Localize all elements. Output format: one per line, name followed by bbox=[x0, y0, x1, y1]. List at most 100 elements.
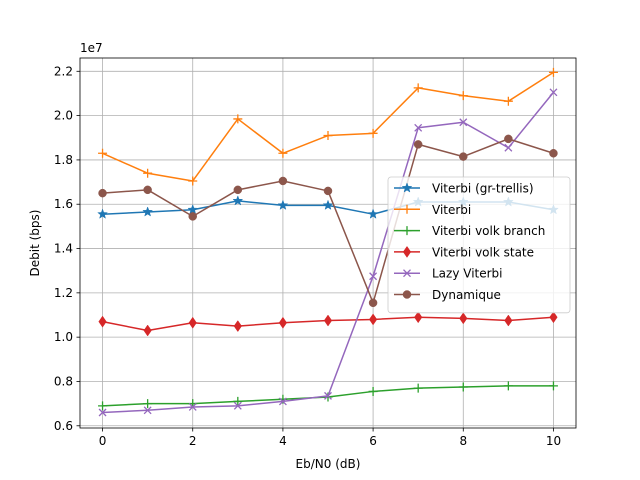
y-offset-label: 1e7 bbox=[80, 41, 103, 55]
legend-swatch-marker bbox=[403, 269, 411, 278]
data-point bbox=[98, 148, 108, 158]
data-point bbox=[143, 185, 152, 195]
axis-ticks: 0 2 4 6 8 10 0.6 0.8 1.0 1.2 1.4 1.6 1.8 2.0 2.2 bbox=[54, 64, 561, 448]
y-tick-label: 1.2 bbox=[54, 286, 73, 300]
legend-swatch-marker bbox=[402, 204, 412, 214]
y-tick-label: 1.4 bbox=[54, 242, 73, 256]
data-point bbox=[368, 298, 378, 308]
series-viterbi-volk-state bbox=[98, 311, 558, 337]
x-tick-label: 10 bbox=[546, 434, 561, 448]
data-point bbox=[322, 199, 334, 210]
data-point bbox=[368, 128, 378, 138]
legend-label: Viterbi bbox=[432, 203, 471, 217]
data-point bbox=[459, 312, 468, 325]
data-point bbox=[188, 316, 197, 329]
data-point bbox=[143, 399, 153, 409]
data-point bbox=[459, 152, 468, 161]
data-point bbox=[278, 316, 288, 329]
y-axis-label: Debit (bps) bbox=[28, 210, 42, 277]
series-viterbi-volk-branch bbox=[98, 381, 558, 411]
plot-series bbox=[97, 67, 559, 417]
legend-item: Viterbi volk branch bbox=[394, 224, 545, 238]
plot-frame bbox=[79, 57, 577, 429]
data-point bbox=[98, 315, 107, 328]
data-point bbox=[278, 176, 288, 186]
legend-label: Dynamique bbox=[432, 288, 501, 302]
data-point bbox=[548, 381, 558, 391]
data-point bbox=[97, 208, 108, 219]
legend-swatch-marker bbox=[402, 226, 412, 236]
data-point bbox=[233, 114, 243, 124]
legend-item: Viterbi bbox=[394, 203, 471, 217]
data-point bbox=[233, 401, 242, 410]
series-dynamique bbox=[98, 134, 558, 308]
data-point bbox=[98, 188, 107, 198]
data-point bbox=[278, 148, 288, 158]
data-point bbox=[504, 134, 513, 144]
y-tick-label: 1.0 bbox=[54, 330, 73, 344]
series-line bbox=[102, 71, 554, 182]
data-point bbox=[143, 406, 152, 415]
legend-item: Lazy Viterbi bbox=[394, 267, 503, 281]
data-point bbox=[504, 314, 513, 327]
legend-swatch-marker bbox=[402, 290, 412, 299]
data-point bbox=[188, 176, 198, 186]
x-tick-label: 8 bbox=[459, 434, 467, 448]
data-point bbox=[549, 311, 558, 324]
legend-item: Viterbi (gr-trellis) bbox=[394, 182, 534, 196]
data-point bbox=[414, 311, 423, 324]
data-point bbox=[143, 324, 152, 337]
data-point bbox=[458, 382, 468, 392]
legend-item: Dynamique bbox=[394, 288, 501, 302]
data-point bbox=[413, 140, 423, 149]
y-tick-label: 0.6 bbox=[54, 419, 73, 433]
data-point bbox=[323, 131, 333, 141]
data-point bbox=[367, 208, 379, 219]
x-tick-label: 4 bbox=[279, 434, 287, 448]
data-point bbox=[233, 185, 243, 195]
legend-label: Viterbi (gr-trellis) bbox=[432, 182, 534, 196]
data-point bbox=[549, 88, 558, 97]
legend-label: Lazy Viterbi bbox=[432, 267, 503, 281]
legend-swatch-marker bbox=[402, 245, 412, 258]
data-point bbox=[504, 143, 513, 152]
x-tick-label: 0 bbox=[99, 434, 107, 448]
data-point bbox=[278, 397, 287, 406]
data-point bbox=[459, 118, 468, 127]
data-point bbox=[458, 91, 468, 101]
legend-swatch-marker bbox=[401, 182, 413, 193]
series-viterbi bbox=[98, 67, 558, 186]
data-point bbox=[188, 212, 197, 221]
data-point bbox=[188, 402, 197, 411]
legend-item: Viterbi volk state bbox=[394, 245, 534, 259]
data-point bbox=[548, 67, 558, 77]
data-point bbox=[324, 391, 332, 400]
data-point bbox=[232, 195, 244, 206]
y-tick-label: 2.2 bbox=[54, 64, 73, 78]
series-lazy-viterbi bbox=[98, 88, 558, 417]
x-tick-label: 6 bbox=[369, 434, 377, 448]
data-point bbox=[368, 386, 378, 396]
x-axis-label: Eb/N0 (dB) bbox=[296, 457, 361, 471]
legend-label: Viterbi volk state bbox=[432, 245, 534, 259]
y-tick-label: 1.8 bbox=[54, 153, 73, 167]
legend-box bbox=[387, 176, 571, 314]
data-point bbox=[277, 199, 289, 210]
data-point bbox=[98, 408, 107, 417]
x-tick-label: 2 bbox=[189, 434, 197, 448]
legend-label: Viterbi volk branch bbox=[432, 224, 545, 238]
data-point bbox=[413, 383, 423, 393]
data-point bbox=[323, 314, 333, 327]
data-point bbox=[549, 149, 558, 158]
y-tick-label: 2.0 bbox=[54, 109, 73, 123]
legend: Viterbi (gr-trellis) Viterbi Viterbi volk … bbox=[387, 176, 571, 314]
y-tick-label: 1.6 bbox=[54, 197, 73, 211]
data-point bbox=[187, 204, 199, 215]
data-point bbox=[233, 396, 243, 406]
data-point bbox=[368, 313, 378, 326]
y-tick-label: 0.8 bbox=[54, 374, 73, 388]
data-point bbox=[503, 96, 513, 106]
data-point bbox=[143, 168, 153, 178]
data-point bbox=[503, 381, 513, 391]
